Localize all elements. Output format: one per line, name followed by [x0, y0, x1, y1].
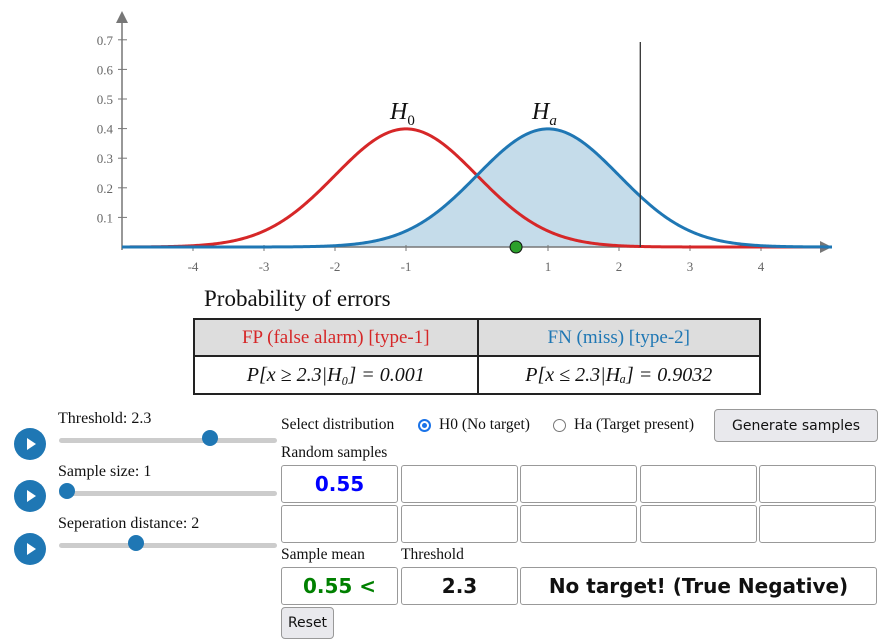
y-tick-label: 0.7 [97, 33, 114, 48]
fn-shaded-area [122, 128, 641, 247]
curve-label-ha: Ha [531, 99, 557, 129]
threshold-box-label: Threshold [401, 546, 464, 563]
y-tick-label: 0.2 [97, 181, 113, 196]
threshold-slider-thumb[interactable] [202, 430, 219, 446]
y-tick-label: 0.4 [97, 122, 114, 137]
sample-mean-label: Sample mean [281, 546, 365, 563]
sample-size-slider-thumb[interactable] [59, 483, 75, 499]
y-tick-label: 0.5 [97, 92, 113, 107]
threshold-label: Threshold: 2.3 [58, 410, 152, 427]
sample-box [401, 465, 518, 503]
radio-ha-button[interactable] [553, 418, 566, 432]
sample-box [759, 505, 876, 543]
sample-size-label: Sample size: 1 [58, 463, 152, 480]
sample-box [281, 505, 398, 543]
threshold-value: 2.3 [401, 567, 518, 605]
fp-header: FP (false alarm) [type-1] [193, 318, 479, 357]
x-tick-label: -3 [259, 259, 270, 274]
radio-ha-label: Ha (Target present) [574, 416, 694, 433]
errors-table: FP (false alarm) [type-1] FN (miss) [type… [193, 318, 762, 395]
sample-box: 0.55 [281, 465, 398, 503]
radio-h0-label: H0 (No target) [439, 416, 530, 433]
y-tick-label: 0.1 [97, 210, 113, 225]
sample-box [640, 465, 757, 503]
x-tick-label: 1 [545, 259, 552, 274]
distribution-chart: -4 -3 -2 -1 1 2 3 4 0.1 0.2 0.3 0.4 0.5 0.6 0.7 H0 Ha [97, 11, 833, 274]
errors-title: Probability of errors [204, 286, 391, 311]
reset-button[interactable]: Reset [281, 607, 334, 639]
sample-box [759, 465, 876, 503]
y-axis-arrow [116, 11, 128, 23]
x-tick-label: -1 [401, 259, 412, 274]
y-tick-label: 0.6 [97, 62, 114, 77]
radio-h0[interactable]: H0 (No target) [418, 416, 530, 434]
random-samples-label: Random samples [281, 444, 388, 461]
x-tick-label: -4 [188, 259, 199, 274]
curve-label-h0: H0 [389, 99, 415, 129]
y-tick-label: 0.3 [97, 151, 113, 166]
sample-box [640, 505, 757, 543]
generate-samples-button[interactable]: Generate samples [714, 409, 878, 442]
x-tick-label: 2 [616, 259, 623, 274]
sample-box [520, 505, 637, 543]
radio-ha[interactable]: Ha (Target present) [553, 416, 694, 434]
x-tick-label: 4 [758, 259, 765, 274]
separation-slider-thumb[interactable] [127, 535, 144, 551]
x-tick-label: 3 [687, 259, 694, 274]
x-tick-label: -2 [330, 259, 341, 274]
fp-value: P[x ≥ 2.3|H₀] = 0.001 [193, 355, 479, 395]
threshold-play-button[interactable] [14, 428, 46, 460]
sample-mean-value: 0.55 < [281, 567, 398, 605]
result-text: No target! (True Negative) [520, 567, 877, 605]
sample-point [509, 240, 523, 254]
separation-play-button[interactable] [14, 533, 46, 565]
curve-ha [122, 127, 833, 249]
sample-size-slider[interactable] [59, 483, 277, 499]
radio-h0-button[interactable] [418, 418, 431, 432]
sample-box [520, 465, 637, 503]
select-distribution-label: Select distribution [281, 416, 395, 433]
sample-size-play-button[interactable] [14, 480, 46, 512]
threshold-slider[interactable] [59, 430, 277, 446]
fn-value: P[x ≤ 2.3|Hₐ] = 0.9032 [476, 355, 762, 395]
fn-header: FN (miss) [type-2] [476, 318, 762, 357]
sample-box [401, 505, 518, 543]
separation-slider[interactable] [59, 535, 277, 551]
separation-label: Seperation distance: 2 [58, 515, 200, 532]
